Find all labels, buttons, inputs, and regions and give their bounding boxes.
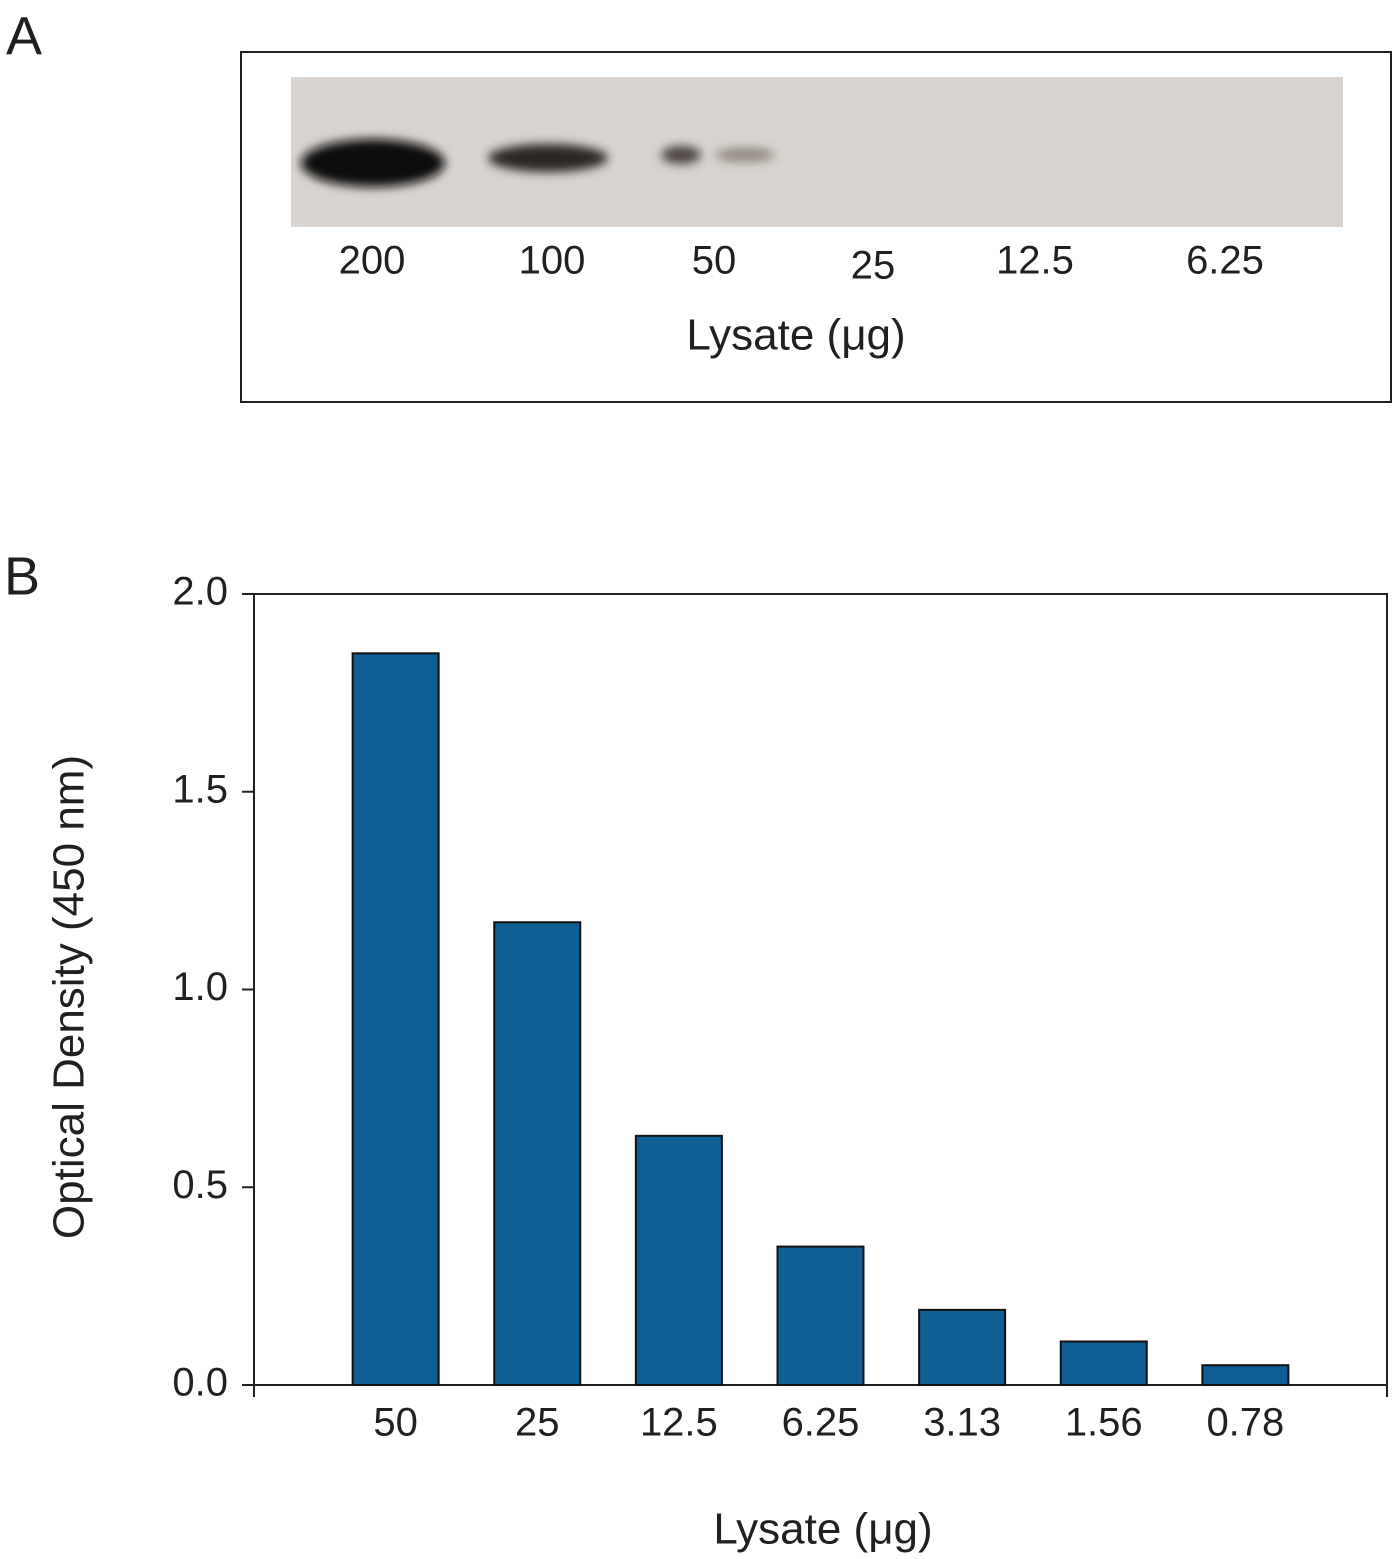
y-tick-label: 2.0 (172, 570, 228, 614)
lane-label: 100 (519, 239, 586, 283)
bar-chart: Lysate (μg) Optical Density (450 nm) 0.0… (45, 570, 1388, 1554)
band (715, 148, 775, 162)
y-tick-label: 1.0 (172, 965, 228, 1009)
bar (1059, 1340, 1148, 1386)
bar (493, 921, 582, 1386)
x-tick-label: 1.56 (1065, 1401, 1143, 1445)
bar (634, 1134, 723, 1386)
lane-label: 12.5 (996, 239, 1074, 283)
lane-label: 6.25 (1186, 239, 1264, 283)
lane-label: 25 (851, 244, 896, 288)
y-axis-label: Optical Density (450 nm) (45, 755, 94, 1239)
x-tick-label: 6.25 (782, 1401, 860, 1445)
x-tick-label: 50 (373, 1401, 418, 1445)
lane-labels: 200 100 50 25 12.5 6.25 (339, 239, 1264, 288)
bar (776, 1245, 865, 1386)
band (661, 146, 701, 164)
bar (918, 1308, 1007, 1386)
bands (301, 139, 775, 187)
y-tick-label: 1.5 (172, 767, 228, 811)
x-tick-label: 0.78 (1206, 1401, 1284, 1445)
x-axis-label: Lysate (μg) (713, 1505, 932, 1554)
blot-x-label: Lysate (μg) (686, 311, 905, 360)
panel-label: A (6, 6, 42, 66)
y-tick-label: 0.0 (172, 1361, 228, 1405)
bar (1201, 1364, 1290, 1386)
bar (351, 652, 440, 1386)
panel-frame (240, 51, 1392, 403)
band (301, 139, 445, 187)
panel-label: B (4, 546, 40, 606)
blot (291, 77, 1343, 227)
lane-label: 50 (692, 239, 737, 283)
band (488, 144, 608, 172)
x-tick-label: 25 (515, 1401, 560, 1445)
x-tick-label: 12.5 (640, 1401, 718, 1445)
y-tick-label: 0.5 (172, 1163, 228, 1207)
x-tick-label: 3.13 (923, 1401, 1001, 1445)
lane-label: 200 (339, 239, 406, 283)
